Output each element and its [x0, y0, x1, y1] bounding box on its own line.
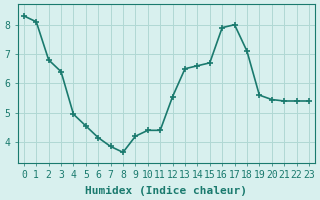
X-axis label: Humidex (Indice chaleur): Humidex (Indice chaleur) — [85, 186, 247, 196]
